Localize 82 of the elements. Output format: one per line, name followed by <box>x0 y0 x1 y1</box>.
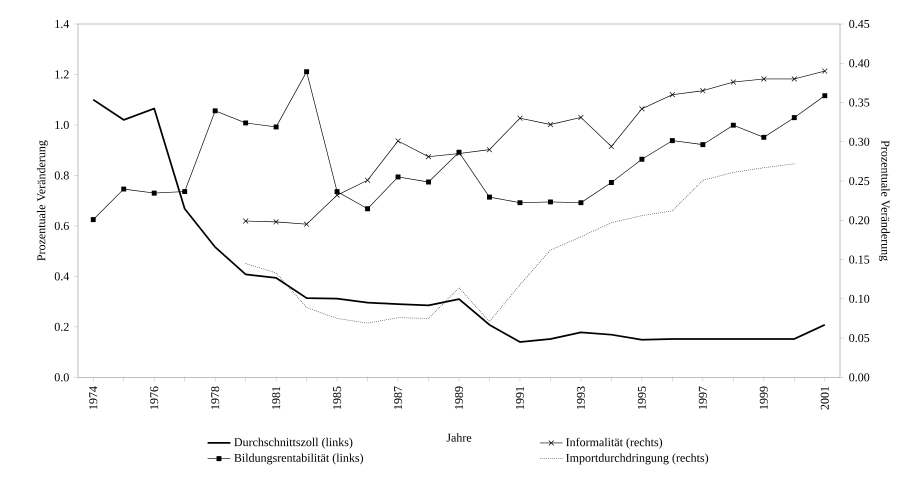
point <box>670 92 676 98</box>
point <box>274 124 279 130</box>
legend-label: Importdurchdringung (rechts) <box>566 453 708 464</box>
x-tick-label: 1997 <box>698 386 707 409</box>
point <box>304 221 310 228</box>
point <box>548 122 554 128</box>
x-tick-label: 1991 <box>516 386 524 409</box>
point <box>639 156 644 162</box>
point <box>517 115 523 122</box>
point <box>90 217 96 222</box>
point <box>273 219 279 225</box>
point <box>792 76 798 82</box>
point <box>426 154 432 160</box>
y-tick-label: 0.4 <box>54 272 70 280</box>
x-tick-label: 1993 <box>576 386 585 409</box>
legend-label: Bildungsrentabilität (links) <box>234 453 364 464</box>
x-tick-label: 1989 <box>454 386 464 409</box>
point <box>486 146 492 152</box>
point <box>518 200 522 206</box>
y2-tick-label: 0.20 <box>849 216 870 224</box>
point <box>152 190 157 196</box>
y2-tick-label: 0.35 <box>849 98 870 107</box>
point <box>182 189 188 194</box>
x-tick-label: 2001 <box>820 386 829 410</box>
point <box>242 218 248 224</box>
y2-tick-label: 0.40 <box>849 59 870 68</box>
y2-tick-label: 0.10 <box>849 294 870 303</box>
point <box>730 122 736 128</box>
point <box>304 69 310 74</box>
point <box>396 174 401 180</box>
y-tick-label: 1.0 <box>55 120 69 130</box>
y-axis-title: Prozentuale Veränderung <box>36 140 48 261</box>
point <box>792 115 797 120</box>
point <box>700 142 706 148</box>
y-tick-label: 1.4 <box>55 20 70 28</box>
point <box>761 76 767 82</box>
x-tick-label: 1995 <box>638 386 646 409</box>
point <box>639 106 645 112</box>
y-tick-label: 0.2 <box>54 322 69 331</box>
x-tick-label: 1985 <box>333 386 342 409</box>
y2-tick-label: 0.00 <box>849 373 870 382</box>
y2-tick-label: 0.45 <box>849 20 870 28</box>
point <box>822 93 828 98</box>
point <box>670 138 675 144</box>
y-tick-label: 0.8 <box>54 171 69 180</box>
x-tick-label: 1999 <box>760 386 768 409</box>
y-tick-label: 0.6 <box>54 222 69 230</box>
x-tick-label: 1976 <box>150 386 158 409</box>
point <box>608 144 614 150</box>
point <box>487 194 492 200</box>
legend-label: Informalität (rechts) <box>566 438 662 449</box>
point <box>364 177 370 184</box>
point <box>578 200 584 206</box>
point <box>822 68 828 74</box>
line-series <box>245 163 795 324</box>
y-tick-label: 0.0 <box>54 373 69 382</box>
point <box>243 120 248 126</box>
point <box>212 108 218 114</box>
point <box>365 206 370 212</box>
x-axis-title: Jahre <box>446 433 472 442</box>
point <box>121 186 126 192</box>
point <box>395 138 401 144</box>
x-tick-label: 1978 <box>211 386 220 409</box>
point <box>730 79 736 85</box>
point <box>608 180 614 185</box>
y-tick-label: 1.2 <box>55 70 69 79</box>
x-tick-label: 1981 <box>272 386 280 409</box>
point <box>334 189 340 194</box>
point <box>700 88 706 94</box>
y2-axis-title: Prozentuale Veränderung <box>878 140 890 261</box>
x-tick-label: 1974 <box>89 386 98 409</box>
y2-tick-label: 0.30 <box>849 138 870 146</box>
y2-tick-label: 0.05 <box>849 334 870 342</box>
point <box>426 180 431 184</box>
legend-label: Durchschnittszoll (links) <box>234 438 352 449</box>
point <box>548 199 553 204</box>
y2-tick-label: 0.15 <box>849 255 870 264</box>
point <box>761 134 766 140</box>
point <box>578 114 584 120</box>
y2-tick-label: 0.25 <box>849 176 870 186</box>
point <box>334 192 340 198</box>
x-tick-label: 1987 <box>394 386 402 409</box>
